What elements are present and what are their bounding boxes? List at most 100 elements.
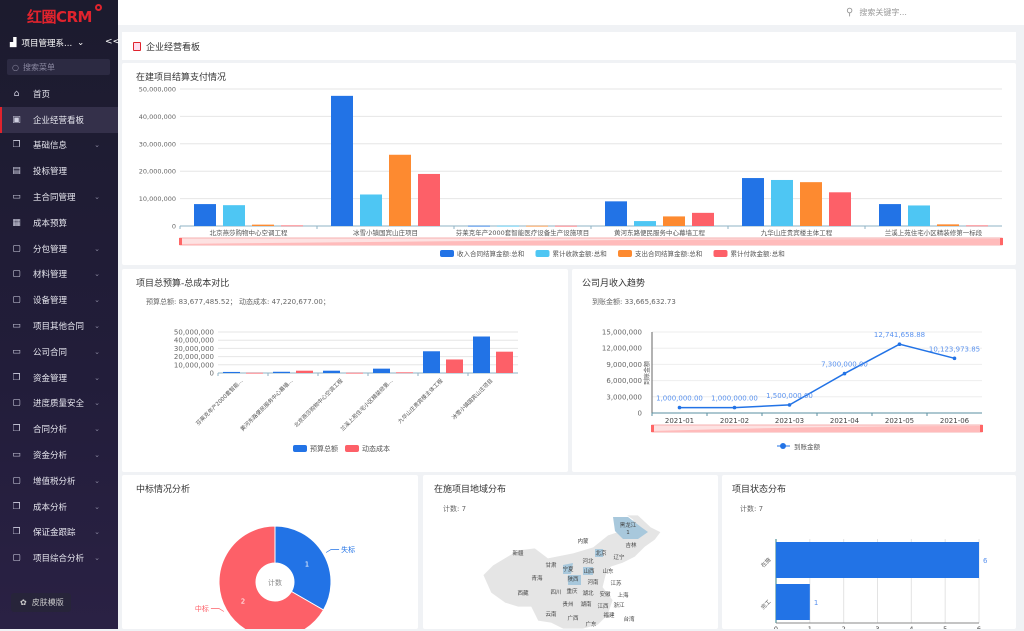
budget-summary: 预算总额: 83,677,485.52； 动态成本: 47,220,677.00… <box>146 298 330 306</box>
sidebar-item[interactable]: ❐ 保证金跟踪 ⌄ <box>0 520 118 546</box>
sidebar-item-label: 资金管理 <box>33 373 68 384</box>
sidebar-item[interactable]: ▢ 设备管理 ⌄ <box>0 287 118 313</box>
copy-icon: ❐ <box>12 140 21 151</box>
bar <box>323 370 340 373</box>
bar <box>692 212 714 226</box>
province-label: 陕西 <box>567 575 579 583</box>
data-point <box>787 403 792 407</box>
legend-label: 累计付款金额:总和 <box>731 249 785 258</box>
province-label: 新疆 <box>512 549 524 557</box>
x-tick-label: 冰雪小镇国宾山庄项目 <box>450 377 495 422</box>
province-label: 云南 <box>545 610 557 618</box>
sidebar-item[interactable]: ▣ 企业经营看板 <box>0 106 118 133</box>
menu-search-input[interactable]: ○ 搜索菜单 <box>7 59 110 75</box>
collapse-sidebar-button[interactable]: << <box>105 37 121 47</box>
province-label: 辽宁 <box>613 553 625 561</box>
sidebar-item[interactable]: ▢ 材料管理 ⌄ <box>0 262 118 288</box>
province-label: 广东 <box>585 620 597 628</box>
data-zoom-handle <box>179 238 182 245</box>
sidebar-item-label: 资金分析 <box>33 451 68 462</box>
y-tick-label: 30,000,000 <box>139 140 176 148</box>
x-tick-label: 6 <box>977 625 981 629</box>
sidebar-item-label: 材料管理 <box>33 270 68 281</box>
province-label: 宁夏 <box>562 565 574 573</box>
province-label: 福建 <box>603 611 615 619</box>
dashboard-icon: ▣ <box>12 114 21 125</box>
x-tick-label: 黄河东路便民服务中心幕墙... <box>238 377 294 433</box>
bar <box>800 182 822 226</box>
sidebar-item[interactable]: ▭ 资金分析 ⌄ <box>0 442 118 468</box>
sidebar-item[interactable]: ▢ 分包管理 ⌄ <box>0 236 118 262</box>
bar <box>418 173 440 226</box>
top-bar: ⚲ 搜索关键字... <box>118 0 1024 25</box>
sidebar-item[interactable]: ▭ 公司合同 ⌄ <box>0 339 118 365</box>
system-switcher[interactable]: ▟ 项目管理系... ⌄ <box>10 37 84 49</box>
chevron-down-icon: ⌄ <box>94 528 100 537</box>
sidebar-item[interactable]: ▢ 增值税分析 ⌄ <box>0 468 118 494</box>
bar-value-label: 1 <box>814 599 818 607</box>
y-tick-label: 0 <box>638 410 642 418</box>
chevron-down-icon: ⌄ <box>94 476 100 485</box>
sidebar-item-label: 投标管理 <box>33 167 68 178</box>
label-line <box>210 608 225 612</box>
bar <box>223 371 240 373</box>
slice-label: 失标 <box>341 545 355 554</box>
home-icon: ⌂ <box>13 88 20 99</box>
province-label: 上海 <box>617 591 629 599</box>
sidebar-item[interactable]: ❐ 合同分析 ⌄ <box>0 416 118 442</box>
sidebar-item[interactable]: ⌂ 首页 <box>0 81 118 107</box>
province-label: 山西 <box>583 567 595 575</box>
province-label: 1 <box>626 530 630 536</box>
sidebar-item[interactable]: ▢ 进度质量安全 ⌄ <box>0 391 118 417</box>
income-chart: 0 3,000,000 6,000,000 9,000,000 12,000,000 15… <box>602 329 983 451</box>
bar <box>194 204 216 226</box>
sidebar-item[interactable]: ▤ 投标管理 <box>0 158 118 184</box>
legend-swatch <box>618 250 632 257</box>
skin-template-button[interactable]: ✿ 皮肤模版 <box>11 593 71 612</box>
sidebar-item[interactable]: ▭ 项目其他合同 ⌄ <box>0 313 118 339</box>
province-label: 内蒙 <box>577 537 589 545</box>
province-label: 甘肃 <box>545 561 557 569</box>
y-tick-label: 在施 <box>759 555 773 569</box>
copy-icon: ❐ <box>12 501 21 512</box>
province-label: 安徽 <box>599 590 611 598</box>
region-summary: 计数: 7 <box>443 505 467 513</box>
x-tick-label: 3 <box>875 625 879 629</box>
sidebar-item[interactable]: ❐ 资金管理 ⌄ <box>0 365 118 391</box>
sidebar-item[interactable]: ❐ 成本分析 ⌄ <box>0 494 118 520</box>
budget-chart-card: 项目总预算-总成本对比 预算总额: 83,677,485.52； 动态成本: 4… <box>122 269 568 472</box>
scrollbar[interactable] <box>1016 60 1024 629</box>
province-shanxi <box>583 567 593 575</box>
data-point <box>952 356 957 361</box>
chevron-down-icon: ⌄ <box>94 296 100 305</box>
legend-label: 收入合同结算金额:总和 <box>457 249 524 258</box>
sidebar-item-label: 公司合同 <box>33 347 68 358</box>
sidebar-item[interactable]: ▭ 主合同管理 ⌄ <box>0 184 118 210</box>
x-tick-label: 九华山庄贵宾楼主体工程 <box>761 228 833 237</box>
bar <box>497 225 519 227</box>
x-tick-label: 兰溪上苑住宅小区精装修第... <box>338 377 394 433</box>
status-chart-card: 项目状态分布 计数: 7 0 1 2 3 4 5 6 6 在施 1 完工 <box>722 475 1016 631</box>
data-point <box>842 371 847 376</box>
bar <box>555 225 577 227</box>
chevron-down-icon: ⌄ <box>94 554 100 563</box>
legend-label: 预算总额 <box>310 444 338 453</box>
copy-icon: ❐ <box>12 372 21 383</box>
sidebar-item[interactable]: ▢ 项目综合分析 ⌄ <box>0 545 118 571</box>
sidebar-item[interactable]: ▦ 成本预算 <box>0 210 118 236</box>
pie-slice <box>218 525 325 631</box>
province-label: 江西 <box>597 603 609 610</box>
bar <box>223 205 245 226</box>
china-map-shape <box>482 514 662 630</box>
bar <box>605 201 627 226</box>
data-zoom-shadow <box>180 239 1002 245</box>
y-tick-label: 9,000,000 <box>606 361 642 369</box>
sidebar-item-label: 主合同管理 <box>33 193 76 204</box>
bar <box>496 351 513 373</box>
logo: 红圈CRM <box>27 4 102 27</box>
y-tick-label: 3,000,000 <box>606 393 642 401</box>
global-search-input[interactable]: ⚲ 搜索关键字... <box>846 7 907 18</box>
sidebar-item[interactable]: ❐ 基础信息 ⌄ <box>0 133 118 159</box>
y-tick-label: 0 <box>210 370 214 378</box>
